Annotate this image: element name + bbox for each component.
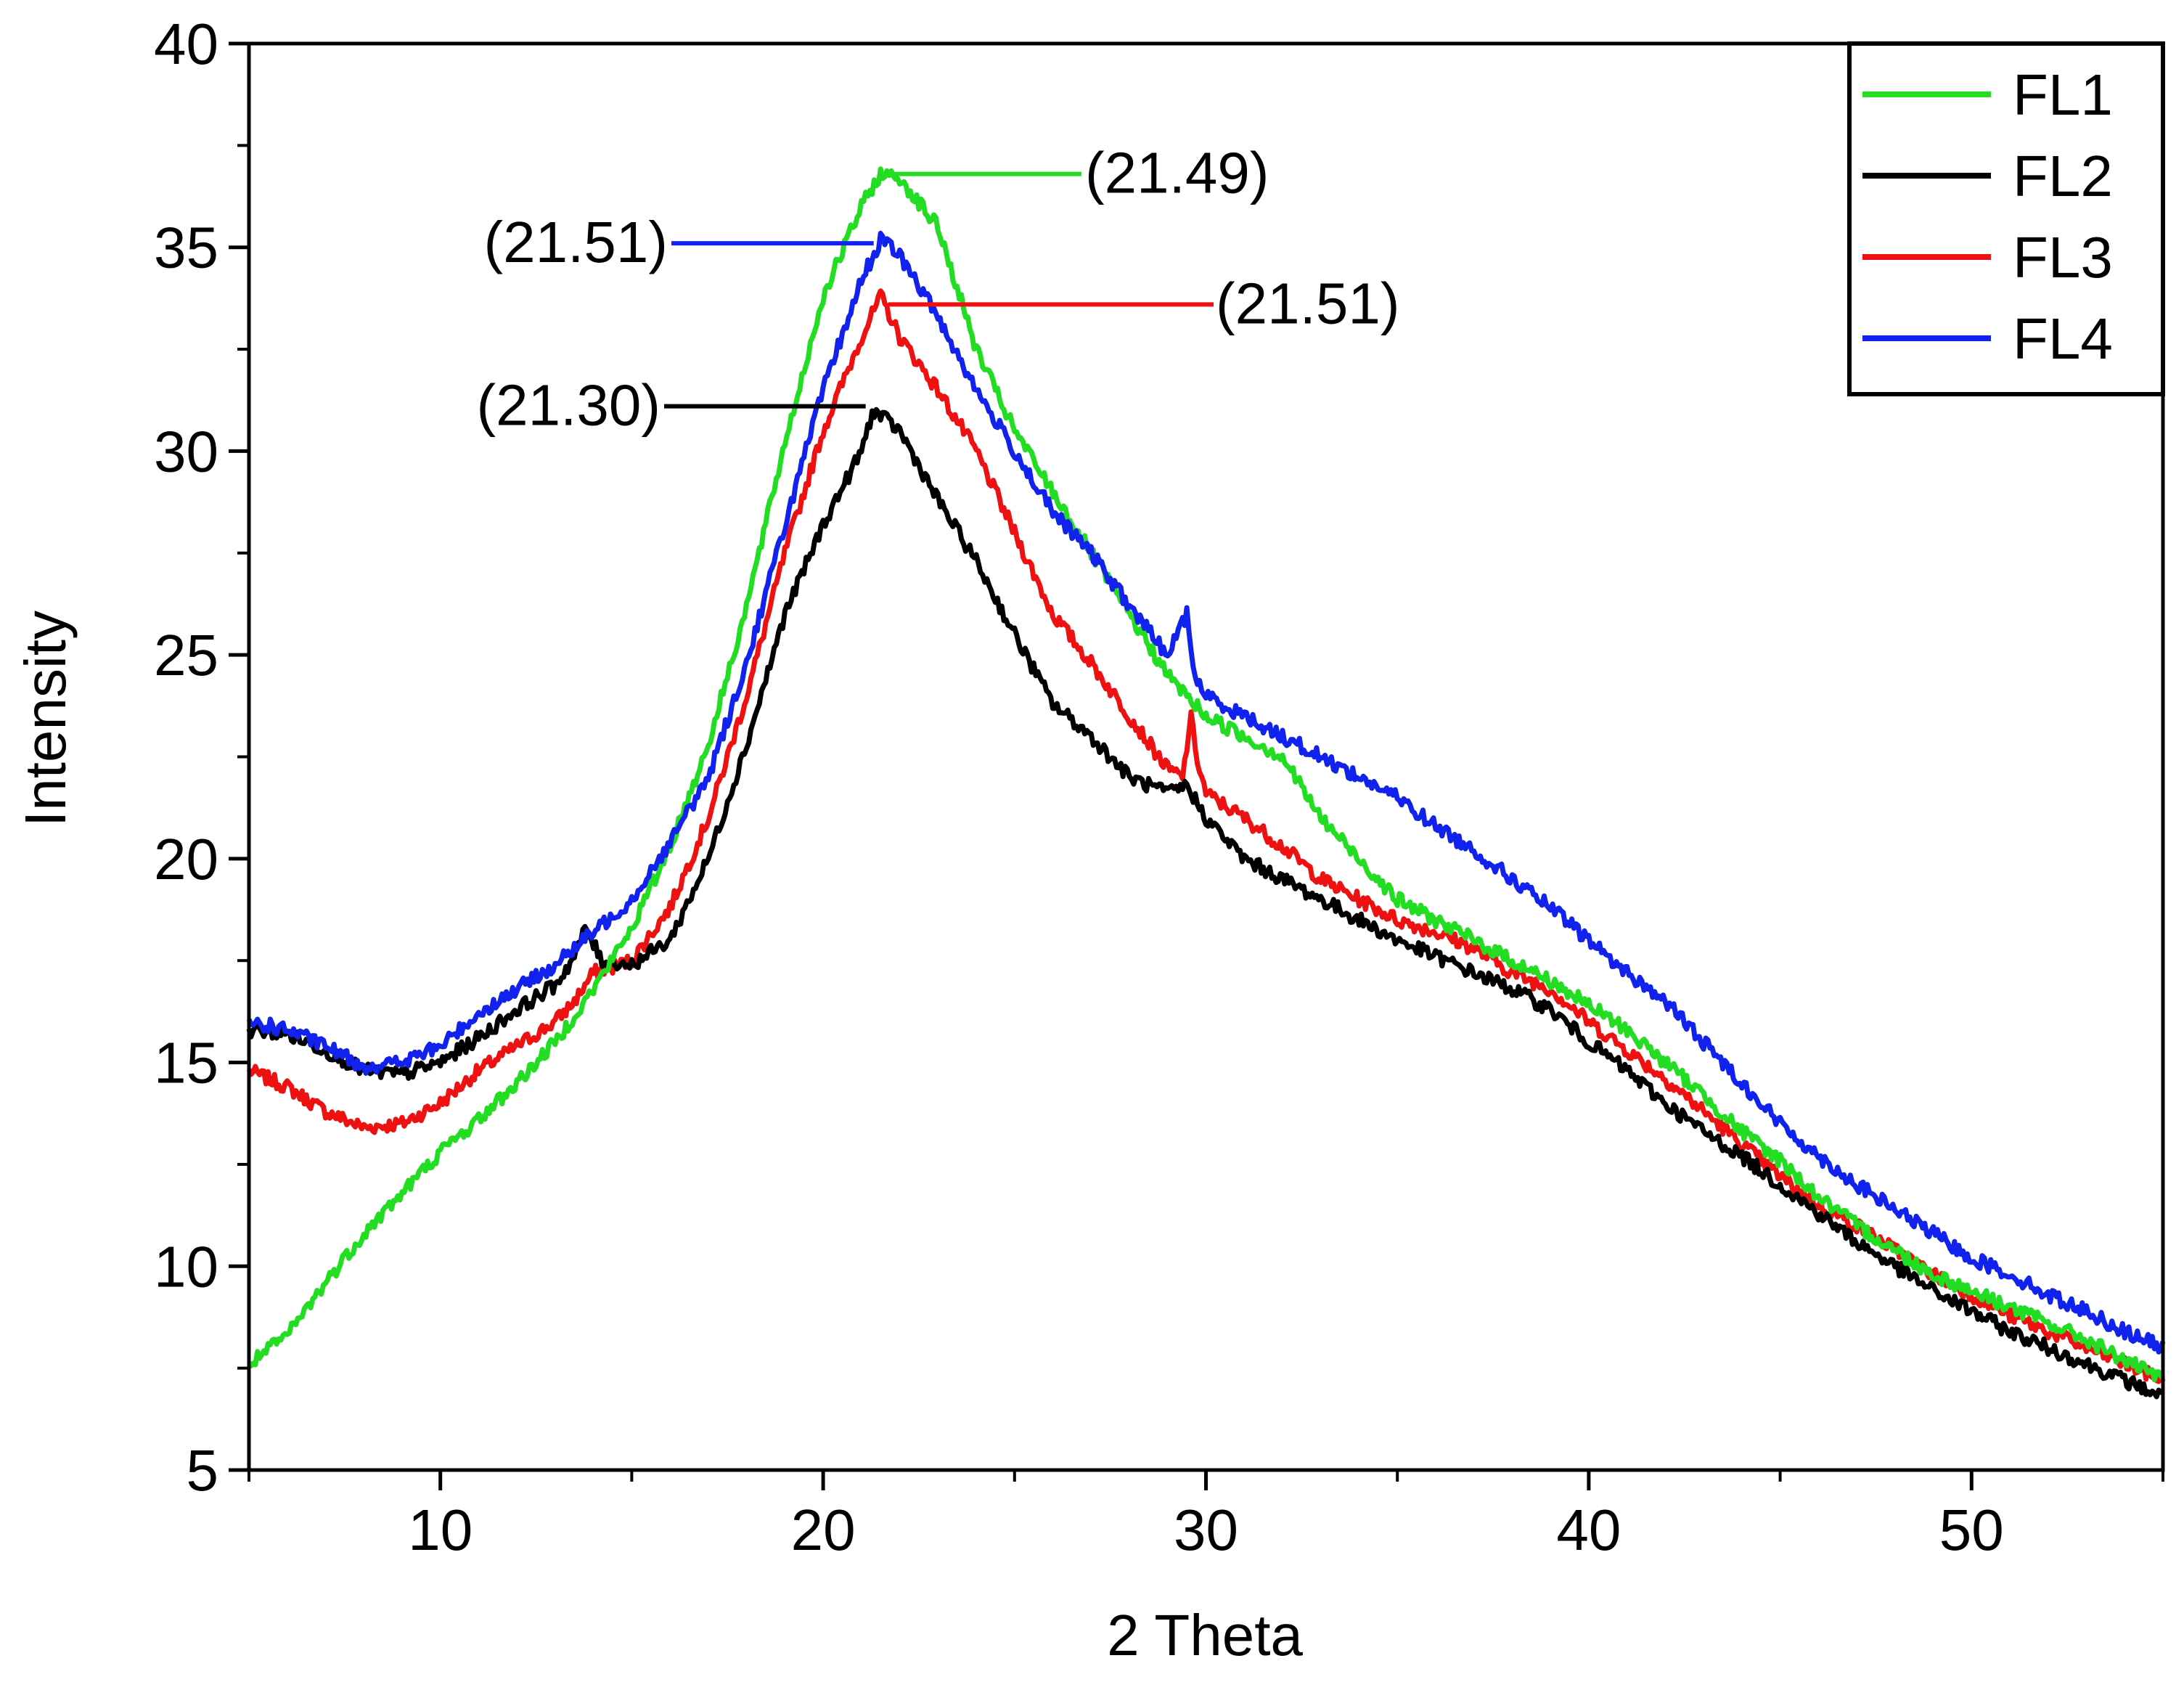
x-tick-label-20: 20 — [791, 1498, 856, 1562]
annotation-layer: (21.49) (21.51) (21.51) (21.30) — [477, 141, 1400, 438]
legend-label-fl3: FL3 — [2013, 225, 2113, 290]
y-tick-label-5: 5 — [187, 1438, 219, 1503]
series-line-fl1 — [247, 166, 2165, 1383]
x-axis-title: 2 Theta — [1107, 1603, 1303, 1667]
y-tick-label-25: 25 — [154, 623, 218, 687]
y-axis-title: Intensity — [13, 611, 78, 827]
y-tick-label-15: 15 — [154, 1031, 218, 1095]
y-tick-label-20: 20 — [154, 827, 218, 891]
legend-label-fl4: FL4 — [2013, 306, 2113, 371]
y-tick-label-35: 35 — [154, 216, 218, 280]
axis-layer: 10 20 30 40 50 5 10 15 20 25 30 35 40 — [154, 12, 2165, 1562]
y-tick-label-30: 30 — [154, 419, 218, 483]
x-tick-label-10: 10 — [408, 1498, 473, 1562]
annotation-label-fl1: (21.49) — [1085, 141, 1269, 205]
y-tick-label-10: 10 — [154, 1234, 218, 1299]
series-line-fl3 — [246, 288, 2166, 1384]
legend-label-fl1: FL1 — [2013, 62, 2113, 127]
series-layer — [246, 166, 2166, 1400]
series-line-fl4 — [246, 230, 2166, 1355]
x-tick-label-30: 30 — [1174, 1498, 1238, 1562]
y-tick-label-40: 40 — [154, 12, 218, 76]
annotation-label-fl4: (21.51) — [484, 210, 668, 274]
legend-label-fl2: FL2 — [2013, 144, 2113, 208]
x-tick-label-40: 40 — [1556, 1498, 1621, 1562]
x-tick-label-50: 50 — [1939, 1498, 2004, 1562]
annotation-label-fl3: (21.51) — [1216, 271, 1399, 335]
annotation-label-fl2: (21.30) — [477, 373, 660, 438]
legend: FL1 FL2 FL3 FL4 — [1847, 41, 2165, 396]
series-line-fl2 — [246, 407, 2164, 1400]
